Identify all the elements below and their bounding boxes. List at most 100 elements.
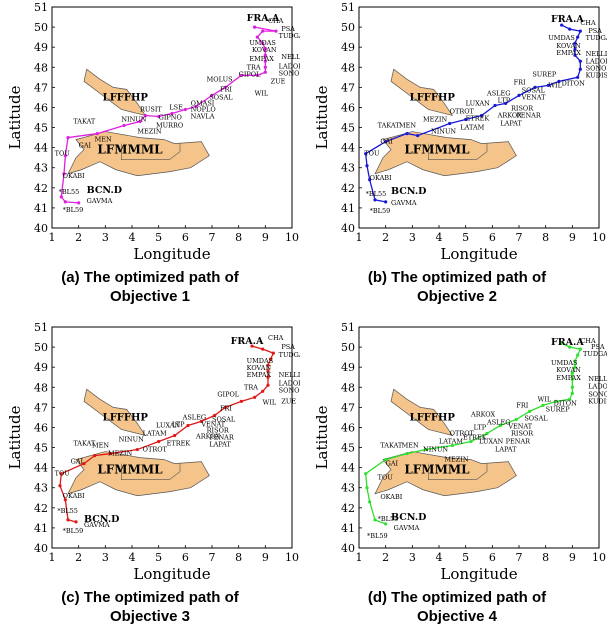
waypoint-label: TRA [247, 63, 261, 71]
path-line [60, 26, 277, 204]
path-point [271, 351, 275, 355]
region-lfffhp-shape [83, 388, 147, 437]
x-tick-label: 3 [409, 231, 416, 244]
path-point [576, 75, 580, 79]
waypoint-label: LADOL [588, 382, 607, 390]
y-tick-label: 43 [34, 162, 48, 175]
path-point [66, 518, 70, 522]
path-point [269, 357, 273, 361]
x-tick-label: 7 [516, 231, 523, 244]
waypoint-label: TRA [244, 383, 258, 391]
path-point [77, 201, 81, 205]
path-point [253, 25, 257, 29]
y-tick-label: 44 [341, 462, 355, 475]
waypoint-label: FRI [220, 404, 232, 412]
path-point [74, 520, 78, 524]
x-tick-label: 1 [356, 231, 363, 244]
region-label-lfffhp: LFFFHP [410, 92, 456, 103]
waypoint-label: ETREK [167, 440, 191, 448]
x-tick-label: 1 [356, 551, 363, 564]
path-point [59, 195, 63, 199]
path-point [239, 73, 243, 77]
y-tick-label: 43 [341, 162, 355, 175]
path-point [364, 152, 368, 156]
x-tick-label: 3 [409, 551, 416, 564]
waypoint-label: LADOL [279, 62, 300, 70]
waypoint-label: ETREK [466, 115, 490, 123]
path-point [173, 433, 177, 438]
path-point [498, 423, 502, 428]
path-point [138, 119, 142, 124]
path-point [514, 417, 518, 422]
path-point [570, 391, 574, 395]
path-point [578, 347, 582, 351]
region-lfmmml-shape [67, 451, 210, 497]
waypoint-label: GAVMA [84, 521, 110, 529]
path-point [63, 200, 67, 204]
waypoint-label: ZUE [271, 77, 286, 85]
caption-a-line1: (a) The optimized path of [61, 269, 239, 286]
waypoint-label: LUXAN [466, 99, 491, 107]
x-tick-label: 10 [285, 551, 299, 564]
y-tick-label: 50 [341, 341, 355, 354]
waypoint-label: EMPAX [556, 49, 581, 57]
path-point [573, 365, 577, 369]
chart-panel-d: LFFFHP LFMMML 1 2 3 4 5 6 7 8 9 10 40 41 42 43 44 45 46 47 4… [307, 320, 607, 630]
waypoint-label: NAVLA [191, 113, 215, 121]
waypoint-label: *BL59 [63, 527, 84, 535]
region-label-lfmmml: LFMMML [97, 463, 163, 477]
x-tick-label: 7 [516, 551, 523, 564]
path-point [557, 79, 561, 83]
waypoint-label: LATAM [143, 429, 167, 437]
path-point [210, 93, 214, 97]
path-point [135, 447, 139, 452]
waypoint-label: MEZIN [137, 128, 161, 136]
waypoint-label: MEN [95, 136, 112, 144]
waypoint-label: LUXAN [479, 438, 504, 446]
waypoint-label: SOSAL [522, 86, 546, 94]
waypoint-label: *BL59 [367, 532, 388, 540]
waypoint-label: OMASI [191, 99, 215, 107]
path-point [365, 164, 369, 168]
waypoint-label: ASLEG [182, 413, 206, 421]
y-tick-label: 42 [34, 502, 48, 515]
x-tick-label: 7 [209, 231, 216, 244]
caption-c: (c) The optimized path of Objective 3 [0, 588, 300, 626]
path-point [405, 131, 409, 136]
caption-b-line1: (b) The optimized path of [367, 269, 547, 286]
x-tick-label: 3 [102, 231, 109, 244]
path-point [373, 198, 377, 202]
waypoint-label: EMPAX [247, 371, 272, 379]
caption-a-line2: Objective 1 [109, 288, 191, 305]
x-tick-label: 8 [542, 551, 549, 564]
plot-frame [51, 6, 293, 229]
y-tick-label: 42 [341, 502, 355, 515]
path-point [266, 369, 270, 373]
waypoint-label: *BL59 [370, 207, 391, 215]
waypoint-label: GAVMA [87, 197, 113, 205]
caption-c-line2: Objective 3 [109, 608, 191, 625]
waypoint-label: *BL55 [366, 190, 387, 198]
waypoint-label: LTP [172, 420, 185, 428]
y-tick-label: 44 [341, 142, 355, 155]
path-point [255, 35, 259, 39]
waypoint-label: WIL [538, 395, 552, 403]
x-tick-label: 10 [285, 231, 299, 244]
path-point [157, 439, 161, 444]
x-tick-label: 2 [75, 551, 82, 564]
x-tick-label: 10 [592, 231, 606, 244]
waypoint-label: TOU [55, 150, 71, 158]
y-tick-label: 51 [34, 1, 48, 14]
caption-d-line2: Objective 4 [416, 608, 498, 625]
y-tick-label: 51 [341, 321, 355, 334]
path-point [122, 123, 126, 128]
x-tick-label: 4 [436, 231, 443, 244]
region-lfmmml-shape [67, 131, 210, 177]
waypoint-label: TOU [378, 474, 394, 482]
waypoint-label: RISOR [511, 104, 534, 112]
path-point [384, 140, 388, 144]
region-lfmmml-inner-border [428, 463, 488, 480]
waypoint-label: ARKOX [497, 112, 522, 120]
